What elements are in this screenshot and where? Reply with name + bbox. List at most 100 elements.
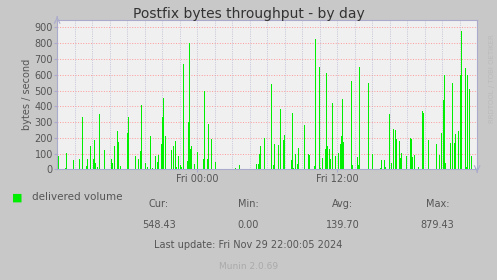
- Bar: [215, 162, 216, 169]
- Bar: [141, 105, 142, 169]
- Bar: [158, 155, 159, 169]
- Bar: [66, 153, 67, 169]
- Bar: [323, 155, 324, 169]
- Bar: [324, 90, 325, 169]
- Bar: [82, 117, 83, 169]
- Bar: [127, 133, 128, 169]
- Text: Max:: Max:: [425, 199, 449, 209]
- Bar: [271, 84, 272, 169]
- Bar: [274, 144, 275, 169]
- Bar: [153, 127, 154, 169]
- Bar: [292, 113, 293, 169]
- Bar: [138, 159, 139, 169]
- Bar: [454, 143, 455, 169]
- Bar: [217, 158, 218, 169]
- Bar: [359, 67, 360, 169]
- Bar: [343, 142, 344, 169]
- Bar: [204, 90, 205, 169]
- Bar: [89, 157, 90, 169]
- Bar: [222, 125, 223, 169]
- Bar: [65, 168, 66, 169]
- Bar: [401, 153, 402, 169]
- Bar: [410, 138, 411, 169]
- Bar: [372, 154, 373, 169]
- Bar: [197, 152, 198, 169]
- Bar: [273, 165, 274, 169]
- Bar: [188, 122, 189, 169]
- Bar: [155, 156, 156, 169]
- Bar: [466, 167, 467, 169]
- Bar: [86, 165, 87, 169]
- Bar: [455, 134, 456, 169]
- Bar: [325, 150, 326, 169]
- Bar: [351, 81, 352, 169]
- Bar: [391, 163, 392, 169]
- Bar: [95, 164, 96, 169]
- Bar: [471, 156, 472, 169]
- Text: RRDTOOL / TOBI OETIKER: RRDTOOL / TOBI OETIKER: [489, 34, 495, 123]
- Bar: [74, 95, 75, 169]
- Bar: [203, 158, 204, 169]
- Bar: [114, 146, 115, 169]
- Bar: [461, 31, 462, 169]
- Bar: [190, 139, 191, 169]
- Y-axis label: bytes / second: bytes / second: [22, 59, 32, 130]
- Bar: [161, 144, 162, 169]
- Bar: [304, 125, 305, 169]
- Bar: [283, 140, 284, 169]
- Text: Postfix bytes throughput - by day: Postfix bytes throughput - by day: [133, 7, 364, 21]
- Bar: [352, 165, 353, 169]
- Bar: [436, 144, 437, 169]
- Bar: [398, 151, 399, 169]
- Bar: [112, 162, 113, 169]
- Bar: [181, 167, 182, 169]
- Bar: [444, 75, 445, 169]
- Bar: [176, 167, 177, 169]
- Bar: [322, 158, 323, 169]
- Text: 139.70: 139.70: [326, 220, 360, 230]
- Bar: [152, 168, 153, 169]
- Bar: [194, 164, 195, 169]
- Bar: [207, 159, 208, 169]
- Bar: [111, 158, 112, 169]
- Bar: [178, 156, 179, 169]
- Bar: [469, 89, 470, 169]
- Bar: [411, 139, 412, 169]
- Bar: [174, 164, 175, 169]
- Bar: [439, 155, 440, 169]
- Text: 548.43: 548.43: [142, 220, 176, 230]
- Bar: [260, 146, 261, 169]
- Bar: [233, 164, 234, 169]
- Bar: [97, 167, 98, 169]
- Bar: [140, 151, 141, 169]
- Bar: [150, 136, 151, 169]
- Bar: [148, 137, 149, 169]
- Bar: [314, 166, 315, 169]
- Bar: [169, 167, 170, 169]
- Text: 879.43: 879.43: [420, 220, 454, 230]
- Bar: [293, 168, 294, 169]
- Bar: [238, 167, 239, 169]
- Bar: [326, 73, 327, 169]
- Bar: [145, 164, 146, 169]
- Bar: [309, 155, 310, 169]
- Bar: [118, 142, 119, 169]
- Bar: [355, 162, 356, 169]
- Bar: [171, 150, 172, 169]
- Text: 0.00: 0.00: [238, 220, 259, 230]
- Bar: [211, 139, 212, 169]
- Bar: [419, 165, 420, 169]
- Bar: [399, 141, 400, 169]
- Bar: [315, 39, 316, 169]
- Text: Last update: Fri Nov 29 22:00:05 2024: Last update: Fri Nov 29 22:00:05 2024: [154, 240, 343, 250]
- Bar: [342, 99, 343, 169]
- Bar: [298, 148, 299, 169]
- Bar: [335, 157, 336, 169]
- Bar: [117, 131, 118, 169]
- Bar: [389, 114, 390, 169]
- Text: Min:: Min:: [238, 199, 259, 209]
- Text: ■: ■: [12, 192, 23, 202]
- Bar: [472, 167, 473, 169]
- Bar: [318, 147, 319, 169]
- Bar: [475, 168, 476, 169]
